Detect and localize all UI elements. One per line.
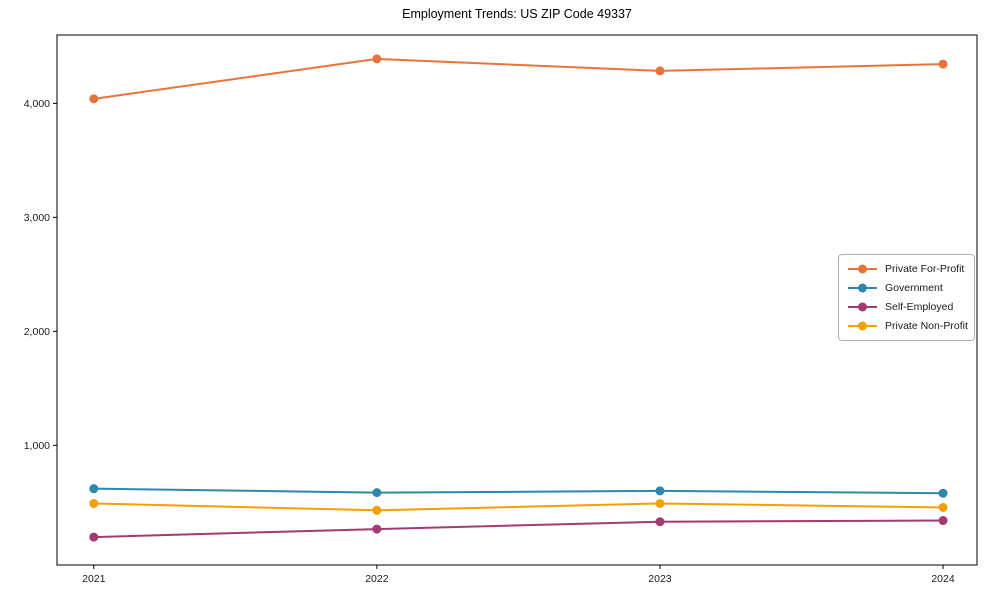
- data-point-government: [655, 486, 665, 496]
- series-line-government: [93, 487, 944, 495]
- data-point-government: [372, 488, 382, 498]
- legend-label: Private For-Profit: [885, 263, 965, 276]
- data-point-self-employed: [655, 517, 665, 527]
- legend-line-marker-icon: [848, 302, 877, 312]
- series-line-self-employed: [93, 519, 944, 539]
- plot-frame: [56, 34, 978, 566]
- series-line-private-for-profit: [93, 57, 944, 100]
- y-axis-tick-label: 2,000: [24, 326, 50, 338]
- legend-label: Private Non-Profit: [885, 319, 968, 332]
- legend-label: Self-Employed: [885, 300, 954, 313]
- legend-item-private-non-profit: Private Non-Profit: [847, 319, 968, 332]
- data-point-private-for-profit: [655, 66, 665, 76]
- y-axis-tick-label: 1,000: [24, 440, 50, 452]
- legend-line-marker-icon: [848, 321, 877, 331]
- data-point-private-non-profit: [89, 498, 99, 508]
- series-line-private-non-profit: [93, 502, 944, 512]
- data-point-private-for-profit: [938, 59, 948, 69]
- data-point-self-employed: [938, 516, 948, 526]
- x-axis-tick-label: 2024: [931, 573, 955, 585]
- y-axis-tick-label: 3,000: [24, 212, 50, 224]
- x-axis-tick-label: 2023: [648, 573, 672, 585]
- data-point-government: [89, 484, 99, 494]
- data-point-government: [938, 488, 948, 498]
- data-point-private-for-profit: [89, 94, 99, 104]
- legend-line-marker-icon: [848, 283, 877, 293]
- legend-item-government: Government: [847, 282, 966, 294]
- x-axis-tick-label: 2021: [82, 573, 106, 585]
- chart-title: Employment Trends: US ZIP Code 49337: [402, 7, 632, 21]
- legend-label: Government: [885, 282, 943, 295]
- data-point-private-non-profit: [372, 505, 382, 515]
- x-axis-tick-label: 2022: [365, 573, 389, 585]
- legend: Private For-Profit Government Self-Employe…: [838, 254, 975, 341]
- y-axis-tick-label: 4,000: [24, 98, 50, 110]
- legend-item-self-employed: Self-Employed: [847, 301, 966, 313]
- data-point-self-employed: [89, 532, 99, 542]
- data-point-private-for-profit: [372, 54, 382, 64]
- data-point-self-employed: [372, 524, 382, 534]
- legend-line-marker-icon: [848, 264, 877, 274]
- legend-item-private-for-profit: Private For-Profit: [847, 263, 966, 275]
- data-point-private-non-profit: [938, 502, 948, 512]
- data-point-private-non-profit: [655, 498, 665, 508]
